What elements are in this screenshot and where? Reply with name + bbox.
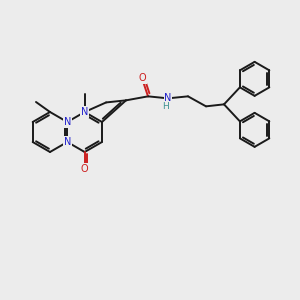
- Text: N: N: [81, 107, 88, 117]
- Text: O: O: [138, 73, 146, 83]
- Text: N: N: [64, 117, 71, 127]
- Text: H: H: [162, 102, 168, 111]
- Text: N: N: [164, 93, 172, 103]
- Text: O: O: [81, 164, 88, 174]
- Text: N: N: [64, 137, 71, 147]
